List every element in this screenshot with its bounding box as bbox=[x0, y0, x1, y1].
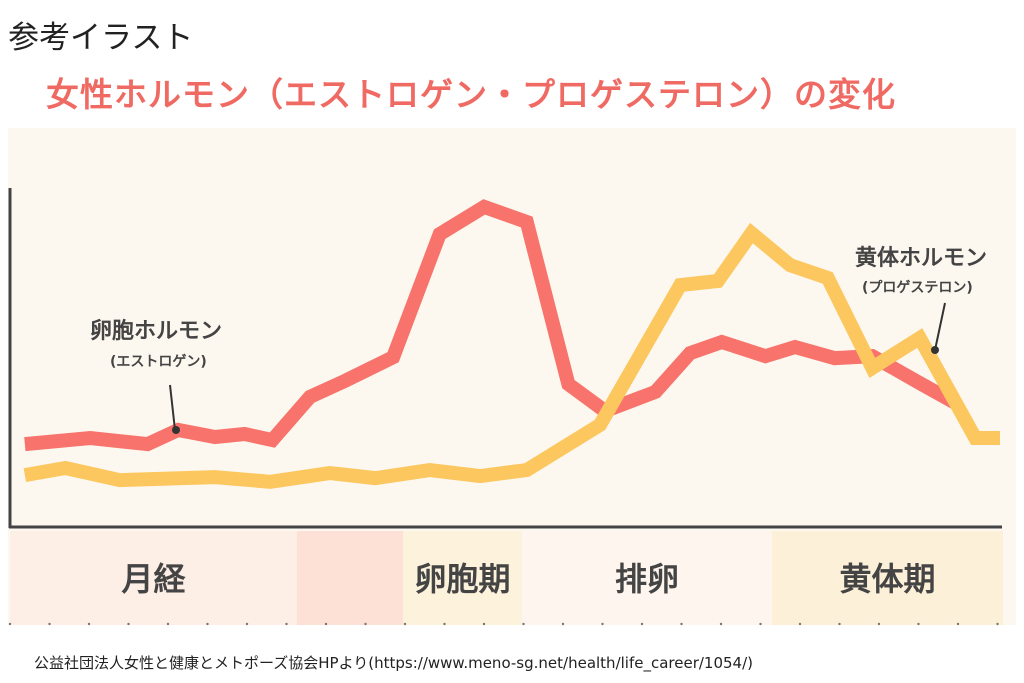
progesterone-pointer bbox=[934, 302, 946, 351]
chart-title: 女性ホルモン（エストロゲン・プロゲステロン）の変化 bbox=[46, 75, 896, 114]
tick-dot bbox=[87, 622, 91, 626]
tick-dot bbox=[956, 622, 960, 626]
phase-band bbox=[10, 531, 297, 625]
phase-label: 卵胞期 bbox=[414, 560, 510, 598]
estrogen-line bbox=[24, 199, 959, 452]
tick-dot bbox=[403, 622, 407, 626]
tick-dot bbox=[759, 622, 762, 626]
source-citation: 公益社団法人女性と健康とメトポーズ協会HPより(https://www.meno… bbox=[34, 654, 753, 672]
phase-band bbox=[403, 531, 522, 625]
tick-dot bbox=[48, 622, 51, 626]
tick-dot bbox=[206, 622, 209, 626]
tick-dot bbox=[917, 622, 920, 626]
tick-dot bbox=[680, 622, 683, 626]
tick-dot bbox=[166, 622, 170, 626]
phase-band bbox=[772, 531, 1003, 625]
tick-dot bbox=[522, 622, 525, 626]
tick-dot bbox=[482, 622, 486, 626]
tick-dot bbox=[601, 622, 604, 626]
tick-dot bbox=[443, 622, 446, 626]
phase-band bbox=[522, 531, 772, 625]
tick-dot bbox=[561, 622, 565, 626]
tick-dot bbox=[364, 622, 367, 626]
progesterone-line bbox=[23, 222, 1000, 489]
tick-dot bbox=[838, 622, 841, 626]
tick-dot bbox=[285, 622, 288, 626]
tick-dot bbox=[798, 622, 802, 626]
tick-dot bbox=[8, 622, 12, 626]
tick-dot bbox=[245, 622, 249, 626]
estrogen-label: 卵胞ホルモン bbox=[90, 318, 222, 344]
heading: 参考イラスト bbox=[8, 20, 194, 56]
tick-dot bbox=[719, 622, 723, 626]
phase-label: 月経 bbox=[121, 560, 186, 598]
estrogen-pointer-dot bbox=[172, 426, 180, 434]
tick-dot bbox=[877, 622, 881, 626]
tick-dot bbox=[127, 622, 130, 626]
phase-band bbox=[297, 531, 403, 625]
progesterone-label: 黄体ホルモン bbox=[855, 246, 987, 271]
phase-label: 黄体期 bbox=[839, 560, 935, 598]
phase-label: 排卵 bbox=[615, 560, 679, 598]
tick-dot bbox=[324, 622, 328, 626]
progesterone-pointer-dot bbox=[931, 346, 939, 354]
progesterone-sublabel: (プロゲステロン) bbox=[862, 279, 973, 296]
estrogen-sublabel: (エストロゲン) bbox=[110, 353, 207, 370]
tick-dot bbox=[640, 622, 644, 626]
estrogen-pointer bbox=[169, 384, 176, 431]
tick-dot bbox=[996, 622, 999, 626]
